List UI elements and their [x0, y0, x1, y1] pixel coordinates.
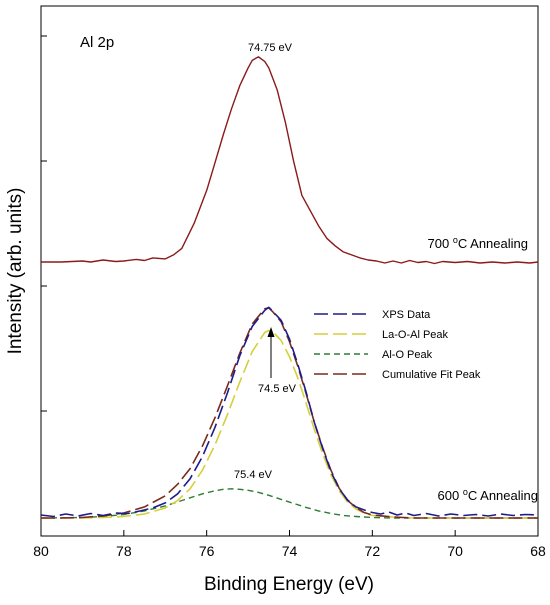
x-tick-label: 78 — [116, 543, 132, 559]
legend-label: La-O-Al Peak — [382, 329, 449, 341]
plot-frame — [40, 5, 539, 537]
series-line-700-c-annealing — [41, 56, 539, 265]
x-tick-label: 68 — [530, 543, 546, 559]
legend-label: Cumulative Fit Peak — [382, 369, 481, 381]
series-layer — [40, 56, 539, 519]
series-line-al-o-peak — [40, 488, 538, 519]
anneal-700-label: 700 oC Annealing — [428, 235, 528, 251]
panel-label: Al 2p — [80, 34, 114, 51]
x-tick-label: 70 — [447, 543, 463, 559]
peak-alo-label: 75.4 eV — [234, 469, 273, 481]
y-axis-title: Intensity (arb. units) — [5, 188, 26, 355]
legend-label: XPS Data — [382, 309, 431, 321]
x-tick-label: 74 — [282, 543, 298, 559]
peak-arrow — [267, 327, 275, 378]
x-tick-label: 76 — [199, 543, 215, 559]
peak-700-label: 74.75 eV — [248, 42, 293, 54]
series-line-xps-data — [40, 306, 539, 518]
x-axis-title: Binding Energy (eV) — [204, 574, 374, 595]
peak-600-label: 74.5 eV — [258, 383, 297, 395]
legend-label: Al-O Peak — [382, 349, 433, 361]
x-axis-ticks: 80 78 76 74 72 70 68 — [33, 530, 546, 559]
legend: XPS Data La-O-Al Peak Al-O Peak Cumulative … — [314, 309, 481, 381]
y-tick-marks — [41, 35, 47, 412]
x-tick-label: 80 — [33, 543, 49, 559]
x-tick-label: 72 — [365, 543, 381, 559]
anneal-600-label: 600 oC Annealing — [438, 487, 538, 503]
